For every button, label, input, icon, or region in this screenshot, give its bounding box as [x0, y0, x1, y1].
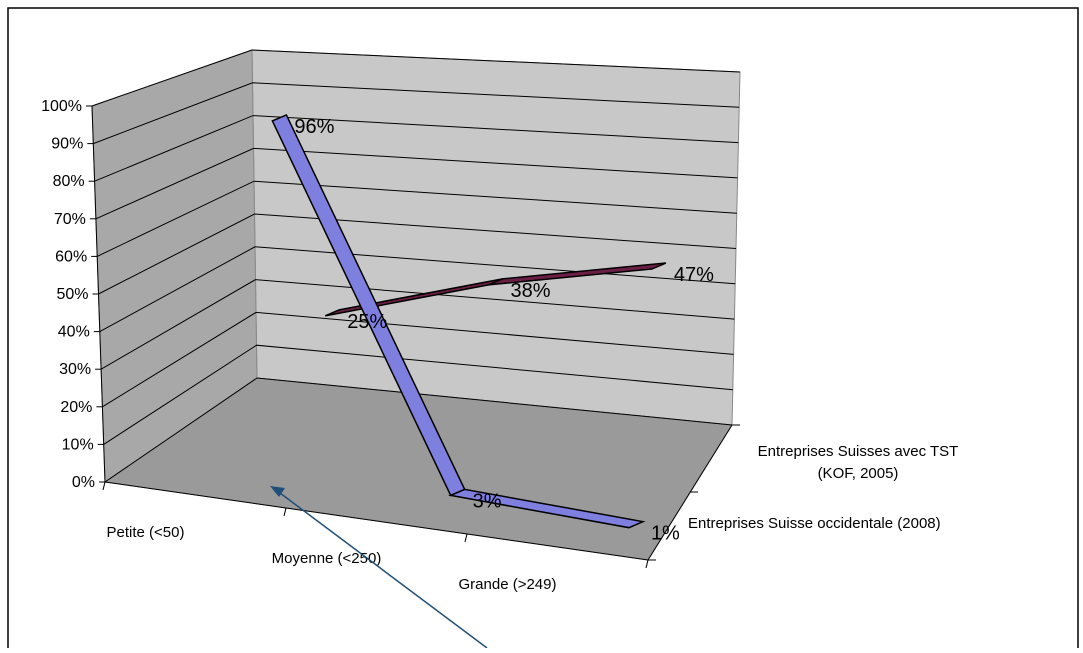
back-wall: [252, 50, 740, 425]
series-name-line: Entreprises Suisses avec TST: [758, 443, 959, 460]
series-back-data-label: 38%: [511, 280, 551, 302]
series-front-data-label: 1%: [651, 523, 680, 545]
y-tick-label: 20%: [60, 399, 92, 416]
series-back-data-label: 25%: [347, 311, 387, 333]
y-tick-label: 0%: [72, 474, 95, 491]
y-tick-label: 10%: [62, 436, 94, 453]
y-tick-label: 90%: [51, 136, 83, 153]
series-front-data-label: 96%: [294, 116, 334, 138]
series-name-front: Entreprises Suisse occidentale (2008): [688, 515, 941, 532]
x-tick-label: Moyenne (<250): [272, 550, 382, 567]
y-tick-label: 100%: [41, 98, 82, 115]
y-tick-label: 60%: [55, 248, 87, 265]
y-tick-label: 40%: [58, 324, 90, 341]
y-tick-label: 80%: [53, 173, 85, 190]
x-tick-label: Petite (<50): [107, 524, 185, 541]
series-name-line: (KOF, 2005): [818, 465, 899, 482]
series-back-data-label: 47%: [674, 264, 714, 286]
y-tick-label: 30%: [59, 361, 91, 378]
y-tick-label: 50%: [56, 286, 88, 303]
y-tick-label: 70%: [54, 211, 86, 228]
x-tick-label: Grande (>249): [459, 576, 557, 593]
series-front-data-label: 3%: [473, 490, 502, 512]
